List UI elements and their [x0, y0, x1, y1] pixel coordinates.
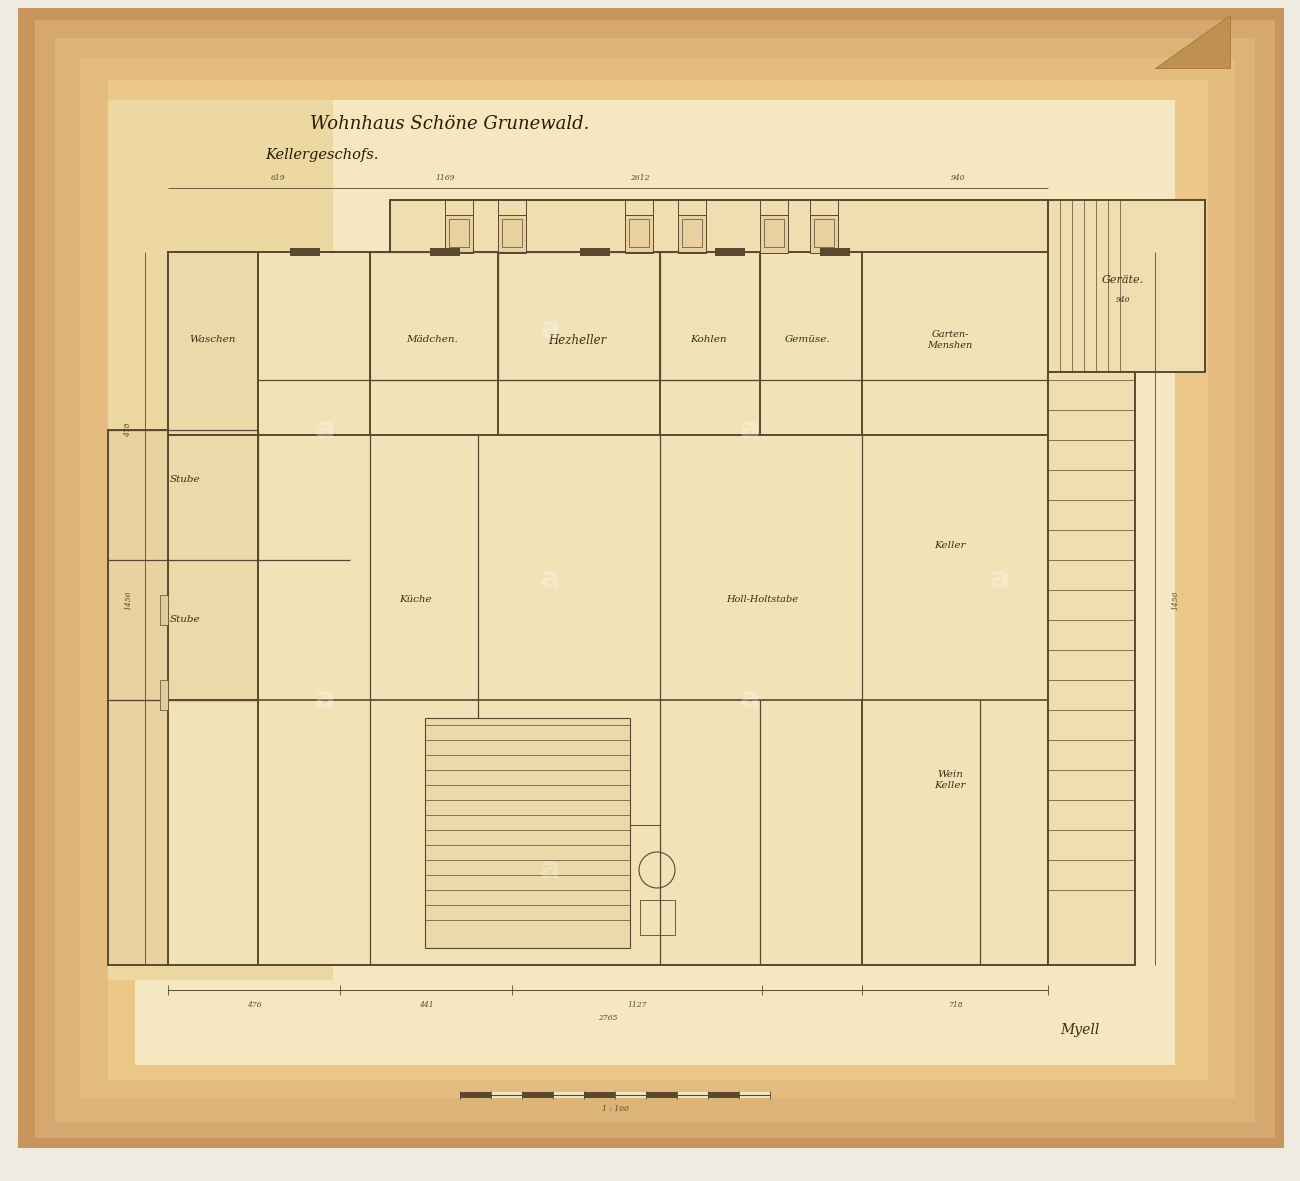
Bar [708, 1092, 738, 1098]
Text: 1456: 1456 [124, 590, 133, 609]
Bar [290, 248, 320, 256]
Bar [679, 215, 706, 253]
Bar [615, 1092, 646, 1098]
Bar [498, 252, 660, 380]
Text: 1456: 1456 [1171, 590, 1179, 609]
Text: 940: 940 [950, 174, 966, 182]
Text: 1169: 1169 [436, 174, 455, 182]
Text: Holl-Holtstabe: Holl-Holtstabe [725, 595, 798, 605]
Text: 441: 441 [419, 1001, 433, 1009]
Text: 718: 718 [948, 1001, 962, 1009]
Bar [552, 1092, 584, 1098]
Bar [1048, 372, 1135, 965]
Text: Geräte.: Geräte. [1102, 275, 1144, 285]
Bar [523, 1092, 552, 1098]
Bar [764, 218, 784, 247]
Bar [445, 215, 473, 253]
Text: Mädchen.: Mädchen. [406, 335, 458, 345]
Text: Hezheller: Hezheller [547, 333, 606, 346]
Text: 940: 940 [1115, 296, 1130, 304]
Text: Küche: Küche [399, 595, 432, 605]
Bar [1048, 200, 1205, 372]
Bar [584, 1092, 615, 1098]
Text: 2765: 2765 [598, 1014, 618, 1022]
Bar [160, 680, 168, 710]
Bar [168, 252, 257, 700]
Text: a: a [540, 566, 560, 594]
Text: a: a [540, 315, 560, 345]
Text: Stube: Stube [170, 476, 200, 484]
Text: 619: 619 [270, 174, 285, 182]
Bar [390, 200, 1048, 252]
Bar [498, 215, 527, 253]
Text: 1 : 100: 1 : 100 [602, 1105, 628, 1113]
Text: Keller: Keller [935, 541, 966, 549]
Text: Wein
Keller: Wein Keller [935, 770, 966, 790]
Bar [715, 248, 745, 256]
Polygon shape [1154, 15, 1230, 68]
Text: Gemüse.: Gemüse. [785, 335, 831, 345]
Bar [81, 58, 1235, 1098]
Text: Wohnhaus Schöne Grunewald.: Wohnhaus Schöne Grunewald. [309, 115, 589, 133]
Bar [738, 1092, 770, 1098]
Bar [580, 248, 610, 256]
Bar [108, 100, 333, 980]
Bar [491, 1092, 523, 1098]
Bar [810, 215, 838, 253]
Text: Waschen: Waschen [188, 335, 235, 345]
Bar [108, 80, 1208, 1079]
Bar [370, 252, 498, 380]
Bar [430, 248, 460, 256]
Text: Garten-
Menshen: Garten- Menshen [927, 331, 972, 350]
Text: Kellergeschofs.: Kellergeschofs. [265, 148, 378, 162]
Bar [460, 1092, 491, 1098]
Bar [660, 252, 760, 380]
Bar [640, 900, 675, 935]
Text: 476: 476 [247, 1001, 261, 1009]
Text: a: a [315, 416, 335, 444]
Text: Kohlen: Kohlen [690, 335, 727, 345]
Text: Stube: Stube [170, 615, 200, 625]
Bar [625, 215, 653, 253]
Text: a: a [740, 416, 760, 444]
Bar [425, 718, 630, 948]
Text: a: a [315, 685, 335, 715]
Text: 2612: 2612 [630, 174, 650, 182]
Bar [135, 100, 1175, 1065]
Bar [108, 430, 168, 965]
Bar [168, 252, 1048, 965]
Text: 478: 478 [124, 423, 133, 437]
Text: a: a [740, 685, 760, 715]
Bar [502, 218, 523, 247]
Text: a: a [540, 855, 560, 885]
Bar [448, 218, 469, 247]
Bar [682, 218, 702, 247]
Bar [646, 1092, 677, 1098]
Bar [629, 218, 649, 247]
Text: 1127: 1127 [627, 1001, 647, 1009]
Bar [160, 595, 168, 625]
Text: Myell: Myell [1061, 1023, 1100, 1037]
Text: a: a [989, 566, 1010, 594]
Bar [677, 1092, 709, 1098]
Bar [760, 215, 788, 253]
Bar [814, 218, 835, 247]
Bar [820, 248, 850, 256]
